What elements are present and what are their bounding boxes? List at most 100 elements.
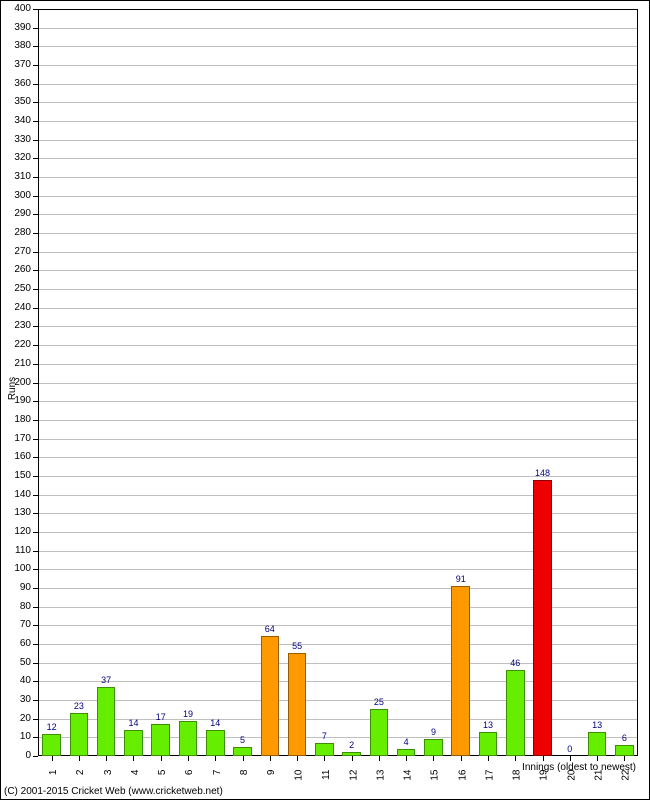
bar xyxy=(506,670,525,756)
y-tick xyxy=(33,476,38,477)
y-tick xyxy=(33,364,38,365)
bar xyxy=(315,743,334,756)
y-tick-label: 210 xyxy=(1,358,31,369)
y-tick-label: 10 xyxy=(1,731,31,742)
y-tick xyxy=(33,607,38,608)
bar-value-label: 14 xyxy=(120,718,147,728)
y-tick-label: 20 xyxy=(1,713,31,724)
y-tick xyxy=(33,663,38,664)
x-tick-label: 5 xyxy=(157,770,168,776)
y-tick-label: 120 xyxy=(1,526,31,537)
y-tick-label: 220 xyxy=(1,339,31,350)
grid-line xyxy=(39,345,637,346)
y-tick-label: 390 xyxy=(1,22,31,33)
y-tick xyxy=(33,65,38,66)
y-tick xyxy=(33,681,38,682)
x-tick-label: 8 xyxy=(239,770,250,776)
bar-value-label: 64 xyxy=(256,624,283,634)
bar xyxy=(179,721,198,756)
grid-line xyxy=(39,439,637,440)
y-tick-label: 80 xyxy=(1,601,31,612)
y-tick xyxy=(33,532,38,533)
x-tick xyxy=(52,756,53,761)
bar xyxy=(261,636,280,756)
y-tick-label: 30 xyxy=(1,694,31,705)
x-tick-label: 18 xyxy=(512,770,523,781)
y-tick-label: 290 xyxy=(1,208,31,219)
y-tick-label: 50 xyxy=(1,657,31,668)
x-tick xyxy=(270,756,271,761)
bar-value-label: 13 xyxy=(474,720,501,730)
y-tick xyxy=(33,420,38,421)
y-tick-label: 270 xyxy=(1,246,31,257)
x-tick-label: 13 xyxy=(375,770,386,781)
x-tick xyxy=(215,756,216,761)
y-tick-label: 200 xyxy=(1,377,31,388)
grid-line xyxy=(39,121,637,122)
y-tick-label: 60 xyxy=(1,638,31,649)
x-tick xyxy=(433,756,434,761)
y-tick-label: 350 xyxy=(1,96,31,107)
bar xyxy=(370,709,389,756)
bar-value-label: 23 xyxy=(65,701,92,711)
bar xyxy=(151,724,170,756)
x-tick-label: 9 xyxy=(266,770,277,776)
x-tick xyxy=(352,756,353,761)
bar xyxy=(97,687,116,756)
x-tick-label: 11 xyxy=(321,770,332,780)
grid-line xyxy=(39,326,637,327)
x-tick-label: 17 xyxy=(485,770,496,781)
bar-value-label: 46 xyxy=(502,658,529,668)
y-tick-label: 330 xyxy=(1,134,31,145)
bar-value-label: 6 xyxy=(611,733,638,743)
y-tick xyxy=(33,308,38,309)
grid-line xyxy=(39,140,637,141)
y-tick-label: 400 xyxy=(1,3,31,14)
bar xyxy=(451,586,470,756)
y-tick-label: 70 xyxy=(1,619,31,630)
grid-line xyxy=(39,364,637,365)
y-tick-label: 140 xyxy=(1,489,31,500)
x-tick xyxy=(461,756,462,761)
y-tick-label: 300 xyxy=(1,190,31,201)
y-tick xyxy=(33,84,38,85)
bar-value-label: 25 xyxy=(365,697,392,707)
y-tick xyxy=(33,102,38,103)
bar-value-label: 9 xyxy=(420,727,447,737)
x-tick-label: 22 xyxy=(621,770,632,781)
x-tick xyxy=(324,756,325,761)
bar xyxy=(342,752,361,756)
y-tick-label: 110 xyxy=(1,545,31,556)
y-tick xyxy=(33,121,38,122)
bar xyxy=(533,480,552,756)
grid-line xyxy=(39,46,637,47)
y-tick-label: 380 xyxy=(1,40,31,51)
bar xyxy=(206,730,225,756)
grid-line xyxy=(39,457,637,458)
y-tick-label: 180 xyxy=(1,414,31,425)
grid-line xyxy=(39,102,637,103)
bar xyxy=(615,745,634,756)
y-tick-label: 340 xyxy=(1,115,31,126)
y-tick-label: 230 xyxy=(1,320,31,331)
y-tick-label: 130 xyxy=(1,507,31,518)
y-tick-label: 0 xyxy=(1,750,31,761)
y-tick xyxy=(33,700,38,701)
bar-value-label: 37 xyxy=(93,675,120,685)
y-tick xyxy=(33,345,38,346)
grid-line xyxy=(39,65,637,66)
bar-value-label: 55 xyxy=(283,641,310,651)
y-tick xyxy=(33,9,38,10)
x-tick-label: 19 xyxy=(539,770,550,781)
x-tick xyxy=(133,756,134,761)
bar-chart: Runs Innings (oldest to newest) (C) 2001… xyxy=(0,0,650,800)
x-tick xyxy=(515,756,516,761)
x-tick-label: 10 xyxy=(294,770,305,781)
bar-value-label: 12 xyxy=(38,722,65,732)
x-tick xyxy=(543,756,544,761)
bar xyxy=(588,732,607,756)
bar xyxy=(397,749,416,756)
bar xyxy=(42,734,61,756)
grid-line xyxy=(39,383,637,384)
y-tick-label: 310 xyxy=(1,171,31,182)
